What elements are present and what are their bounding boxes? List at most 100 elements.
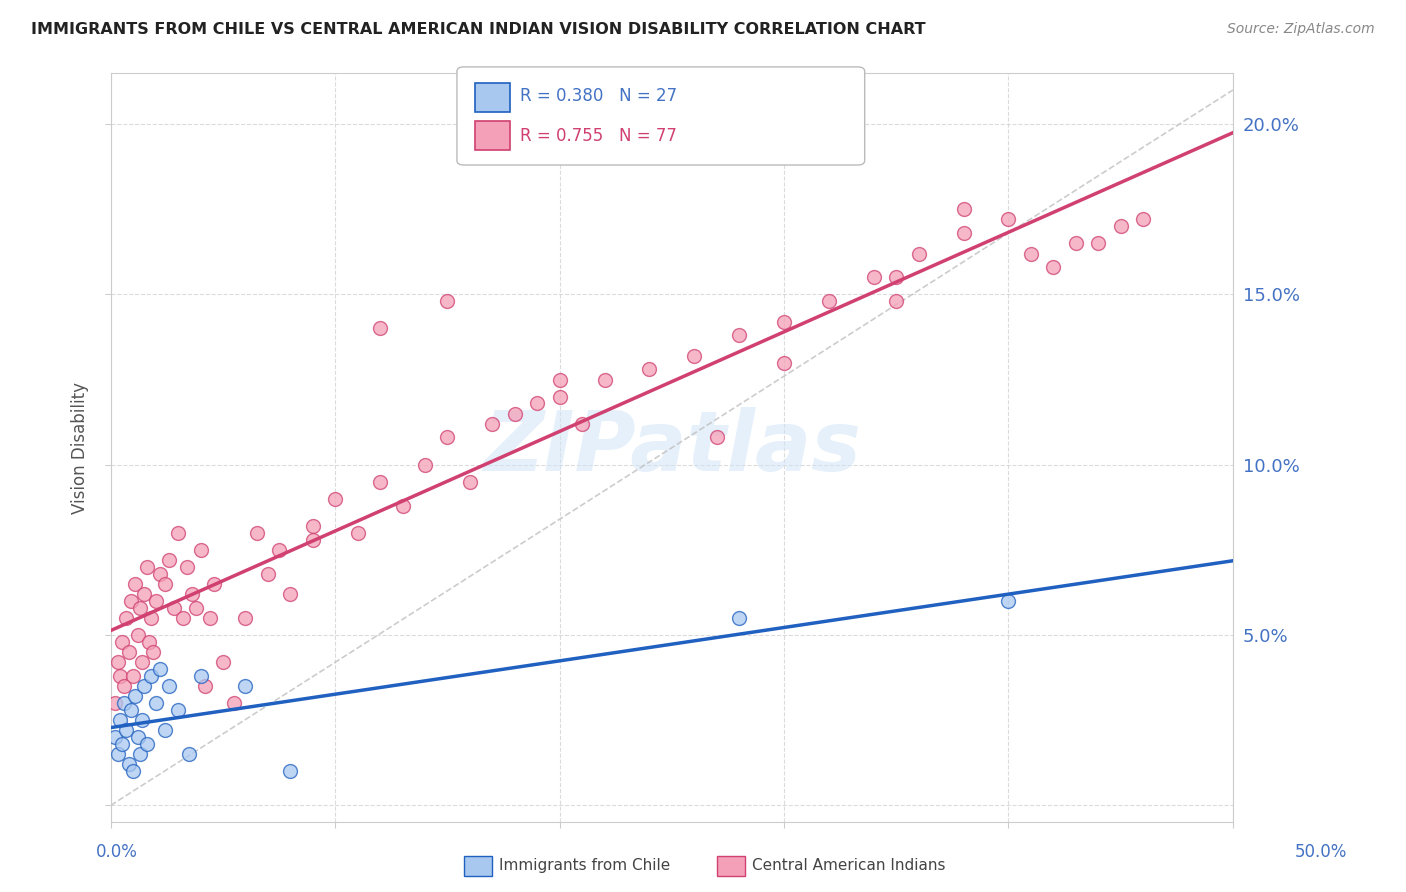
Text: R = 0.755   N = 77: R = 0.755 N = 77	[520, 127, 678, 145]
Point	[1109, 219, 1132, 234]
Point	[481, 417, 503, 431]
Point	[180, 587, 202, 601]
Point	[278, 587, 301, 601]
Y-axis label: Vision Disability: Vision Disability	[72, 382, 89, 514]
Point	[153, 723, 176, 738]
Point	[115, 611, 138, 625]
Point	[323, 491, 346, 506]
Point	[1064, 236, 1087, 251]
Point	[172, 611, 194, 625]
Point	[120, 594, 142, 608]
Point	[194, 679, 217, 693]
Point	[278, 764, 301, 779]
Point	[257, 566, 280, 581]
Point	[104, 696, 127, 710]
Point	[108, 669, 131, 683]
Point	[142, 645, 165, 659]
Point	[115, 723, 138, 738]
Point	[122, 764, 145, 779]
Point	[548, 390, 571, 404]
Point	[368, 321, 391, 335]
Point	[884, 294, 907, 309]
Point	[907, 246, 929, 260]
Point	[127, 628, 149, 642]
Point	[145, 696, 167, 710]
Point	[134, 587, 156, 601]
Point	[184, 600, 207, 615]
Text: ZIPatlas: ZIPatlas	[482, 407, 860, 488]
Point	[131, 713, 153, 727]
Point	[391, 499, 413, 513]
Point	[1132, 212, 1154, 227]
Point	[862, 270, 884, 285]
Text: Source: ZipAtlas.com: Source: ZipAtlas.com	[1227, 22, 1375, 37]
Point	[190, 542, 212, 557]
Point	[141, 669, 163, 683]
Point	[952, 226, 974, 240]
Point	[167, 525, 190, 540]
Point	[1087, 236, 1109, 251]
Point	[526, 396, 548, 410]
Point	[141, 611, 163, 625]
Text: R = 0.380   N = 27: R = 0.380 N = 27	[520, 87, 678, 105]
Point	[1019, 246, 1042, 260]
Point	[104, 730, 127, 744]
Text: Immigrants from Chile: Immigrants from Chile	[499, 858, 671, 872]
Point	[773, 355, 796, 369]
Point	[107, 747, 129, 762]
Point	[118, 645, 141, 659]
Point	[267, 542, 290, 557]
Point	[548, 373, 571, 387]
Text: 50.0%: 50.0%	[1295, 843, 1347, 861]
Point	[458, 475, 481, 489]
Text: IMMIGRANTS FROM CHILE VS CENTRAL AMERICAN INDIAN VISION DISABILITY CORRELATION C: IMMIGRANTS FROM CHILE VS CENTRAL AMERICA…	[31, 22, 925, 37]
Point	[162, 600, 184, 615]
Point	[728, 611, 751, 625]
Point	[120, 703, 142, 717]
Point	[190, 669, 212, 683]
Point	[122, 669, 145, 683]
Point	[112, 696, 135, 710]
Point	[224, 696, 246, 710]
Point	[235, 611, 257, 625]
Point	[571, 417, 593, 431]
Point	[368, 475, 391, 489]
Point	[413, 458, 436, 472]
Point	[202, 577, 225, 591]
Point	[997, 594, 1019, 608]
Point	[149, 662, 172, 676]
Point	[129, 600, 152, 615]
Point	[111, 635, 134, 649]
Point	[212, 655, 235, 669]
Point	[773, 315, 796, 329]
Point	[135, 560, 157, 574]
Point	[134, 679, 156, 693]
Point	[167, 703, 190, 717]
Point	[346, 525, 368, 540]
Point	[176, 560, 198, 574]
Point	[997, 212, 1019, 227]
Point	[235, 679, 257, 693]
Point	[952, 202, 974, 217]
Point	[112, 679, 135, 693]
Point	[884, 270, 907, 285]
Point	[436, 430, 458, 444]
Point	[153, 577, 176, 591]
Point	[818, 294, 841, 309]
Point	[129, 747, 152, 762]
Point	[1042, 260, 1064, 274]
Point	[246, 525, 269, 540]
Point	[301, 533, 323, 547]
Point	[638, 362, 661, 376]
Point	[593, 373, 616, 387]
Point	[706, 430, 728, 444]
Point	[131, 655, 153, 669]
Point	[503, 407, 526, 421]
Point	[111, 737, 134, 751]
Point	[198, 611, 221, 625]
Text: Central American Indians: Central American Indians	[752, 858, 946, 872]
Point	[108, 713, 131, 727]
Point	[149, 566, 172, 581]
Point	[179, 747, 201, 762]
Point	[107, 655, 129, 669]
